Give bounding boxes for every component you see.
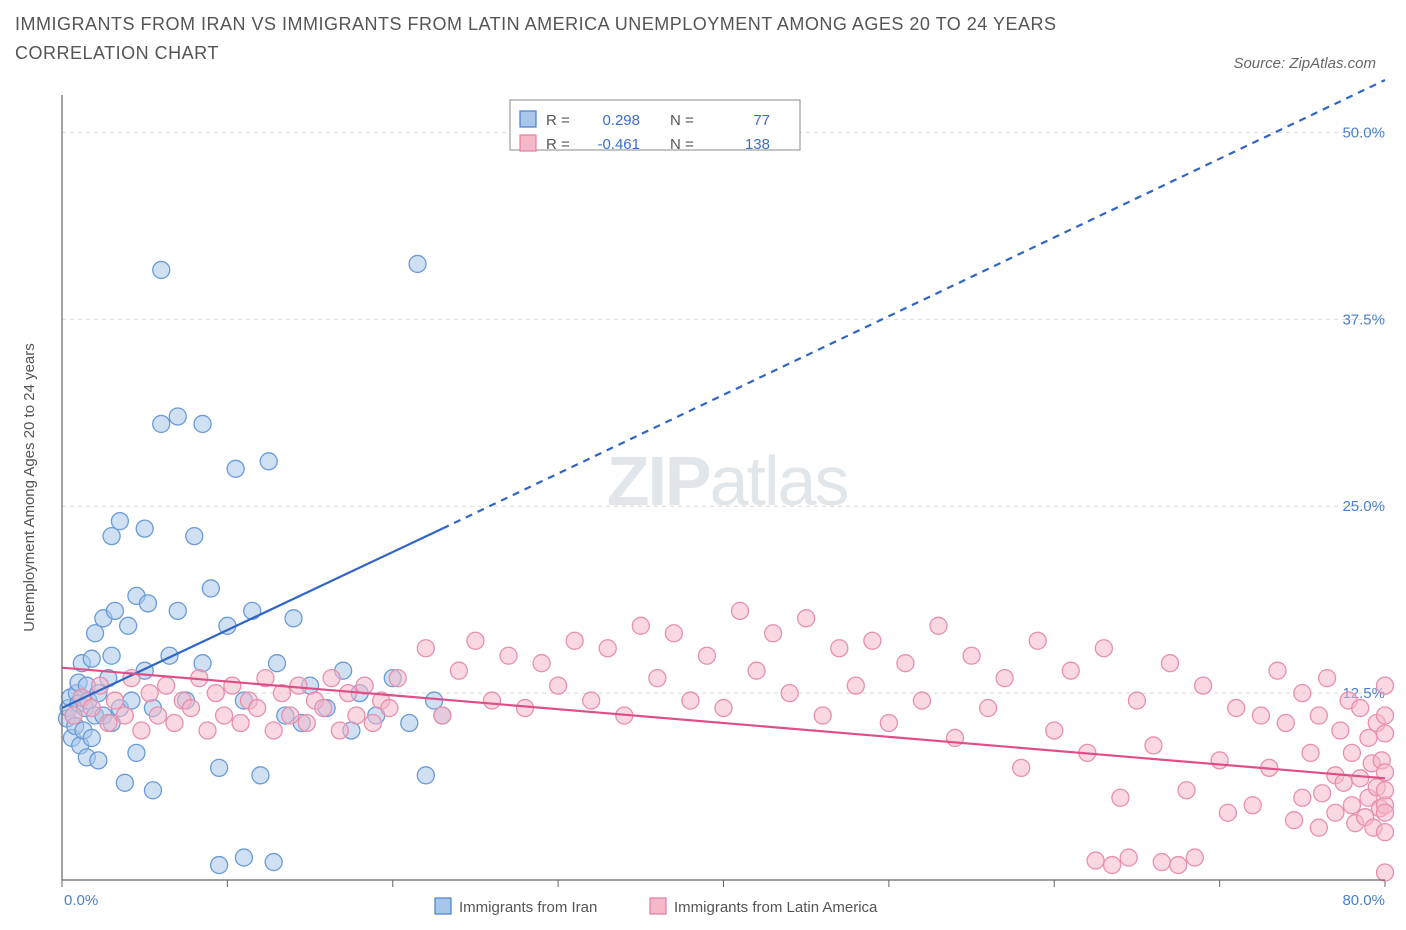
svg-text:-0.461: -0.461	[597, 136, 640, 153]
series-iran	[58, 255, 450, 873]
legend-swatch	[435, 898, 451, 914]
svg-text:50.0%: 50.0%	[1342, 124, 1385, 141]
svg-text:37.5%: 37.5%	[1342, 311, 1385, 328]
svg-text:80.0%: 80.0%	[1342, 892, 1385, 909]
svg-text:0.298: 0.298	[602, 112, 640, 129]
svg-text:25.0%: 25.0%	[1342, 498, 1385, 515]
svg-text:R =: R =	[546, 136, 570, 153]
legend-label: Immigrants from Iran	[459, 899, 597, 916]
svg-text:N =: N =	[670, 136, 694, 153]
svg-text:R =: R =	[546, 112, 570, 129]
svg-text:Unemployment Among Ages 20 to: Unemployment Among Ages 20 to 24 years	[21, 343, 38, 632]
svg-text:138: 138	[745, 136, 770, 153]
svg-text:77: 77	[753, 112, 770, 129]
legend-label: Immigrants from Latin America	[674, 899, 878, 916]
svg-text:0.0%: 0.0%	[64, 892, 98, 909]
svg-text:N =: N =	[670, 112, 694, 129]
legend-swatch	[650, 898, 666, 914]
correlation-chart: 12.5%25.0%37.5%50.0%0.0%80.0%Unemploymen…	[0, 0, 1406, 930]
series-latin	[65, 602, 1393, 881]
